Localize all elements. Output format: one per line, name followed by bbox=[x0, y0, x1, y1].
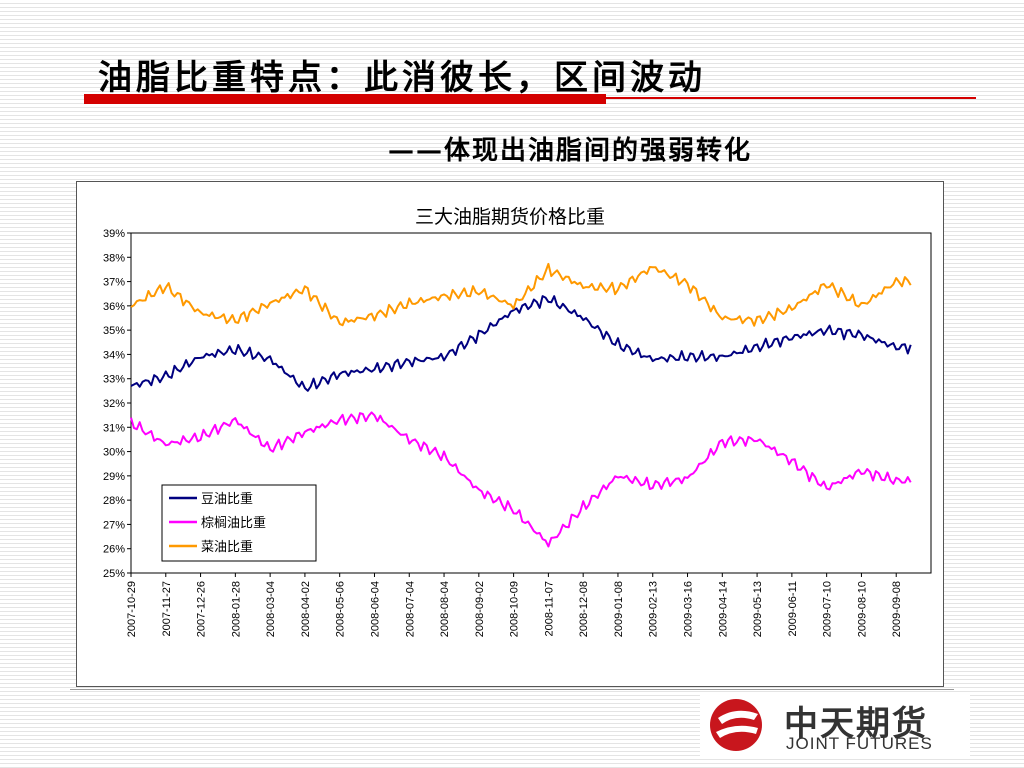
series-lines bbox=[130, 262, 912, 548]
chart-title: 三大油脂期货价格比重 bbox=[415, 206, 605, 228]
y-tick-label: 38% bbox=[103, 252, 125, 264]
x-tick-label: 2007-11-27 bbox=[161, 581, 173, 636]
y-tick-label: 29% bbox=[103, 471, 125, 483]
chart-container: 三大油脂期货价格比重 25% 26% 27% 28% 29% 30% 31% 32% 33% 34… bbox=[76, 181, 944, 687]
x-tick-label: 2009-04-14 bbox=[717, 581, 729, 637]
series-line-1 bbox=[130, 411, 912, 548]
x-tick-label: 2008-04-02 bbox=[300, 581, 312, 637]
y-tick-label: 35% bbox=[103, 325, 125, 337]
y-tick-label: 34% bbox=[103, 349, 125, 361]
y-tick-label: 32% bbox=[103, 398, 125, 410]
legend-label-0: 豆油比重 bbox=[201, 491, 253, 507]
x-tick-label: 2007-10-29 bbox=[126, 581, 138, 637]
footer-divider bbox=[70, 689, 954, 690]
y-tick-label: 31% bbox=[103, 422, 125, 434]
y-tick-label: 33% bbox=[103, 374, 125, 386]
x-axis: 2007-10-29 2007-11-27 2007-12-26 2008-01-28… bbox=[126, 573, 903, 637]
y-axis: 25% 26% 27% 28% 29% 30% 31% 32% 33% 34% 35% 36% 37% 3… bbox=[103, 228, 131, 580]
company-logo-mark bbox=[710, 699, 762, 751]
y-tick-label: 30% bbox=[103, 447, 125, 459]
x-tick-label: 2008-10-09 bbox=[509, 581, 521, 637]
y-tick-label: 39% bbox=[103, 228, 125, 240]
y-tick-label: 36% bbox=[103, 301, 125, 313]
x-tick-label: 2009-09-08 bbox=[891, 581, 903, 637]
x-tick-label: 2008-09-02 bbox=[474, 581, 486, 637]
legend-label-1: 棕榈油比重 bbox=[201, 515, 266, 531]
x-tick-label: 2008-08-04 bbox=[439, 581, 451, 637]
x-tick-label: 2008-05-06 bbox=[335, 581, 347, 637]
y-tick-label: 25% bbox=[103, 568, 125, 580]
y-tick-label: 37% bbox=[103, 277, 125, 289]
y-tick-label: 27% bbox=[103, 519, 125, 531]
x-tick-label: 2009-05-13 bbox=[752, 581, 764, 637]
x-tick-label: 2007-12-26 bbox=[196, 581, 208, 637]
x-tick-label: 2009-06-11 bbox=[787, 581, 799, 636]
slide-subtitle: ——体现出油脂间的强弱转化 bbox=[388, 136, 753, 166]
x-tick-label: 2008-11-07 bbox=[543, 581, 555, 636]
company-logo: 中天期货 JOINT FUTURES bbox=[700, 694, 970, 756]
title-underline bbox=[606, 97, 976, 99]
chart-svg: 三大油脂期货价格比重 25% 26% 27% 28% 29% 30% 31% 32% 33% 34… bbox=[103, 206, 932, 637]
x-tick-label: 2009-01-08 bbox=[613, 581, 625, 637]
series-line-2 bbox=[130, 262, 912, 327]
x-tick-label: 2009-08-10 bbox=[856, 581, 868, 637]
y-tick-label: 28% bbox=[103, 495, 125, 507]
x-tick-label: 2008-07-04 bbox=[404, 581, 416, 637]
title-accent-bar bbox=[84, 94, 606, 104]
x-tick-label: 2009-02-13 bbox=[648, 581, 660, 637]
x-tick-label: 2009-07-10 bbox=[822, 581, 834, 637]
series-line-0 bbox=[130, 295, 912, 392]
logo-name-en: JOINT FUTURES bbox=[786, 734, 933, 753]
x-tick-label: 2008-03-04 bbox=[265, 581, 277, 637]
x-tick-label: 2009-03-16 bbox=[683, 581, 695, 637]
legend-label-2: 菜油比重 bbox=[201, 539, 253, 555]
slide-title: 油脂比重特点：此消彼长，区间波动 bbox=[98, 58, 706, 98]
y-tick-label: 26% bbox=[103, 544, 125, 556]
logo-name-cn: 中天期货 bbox=[784, 704, 928, 744]
x-tick-label: 2008-06-04 bbox=[369, 581, 381, 637]
x-tick-label: 2008-01-28 bbox=[230, 581, 242, 637]
x-tick-label: 2008-12-08 bbox=[578, 581, 590, 637]
